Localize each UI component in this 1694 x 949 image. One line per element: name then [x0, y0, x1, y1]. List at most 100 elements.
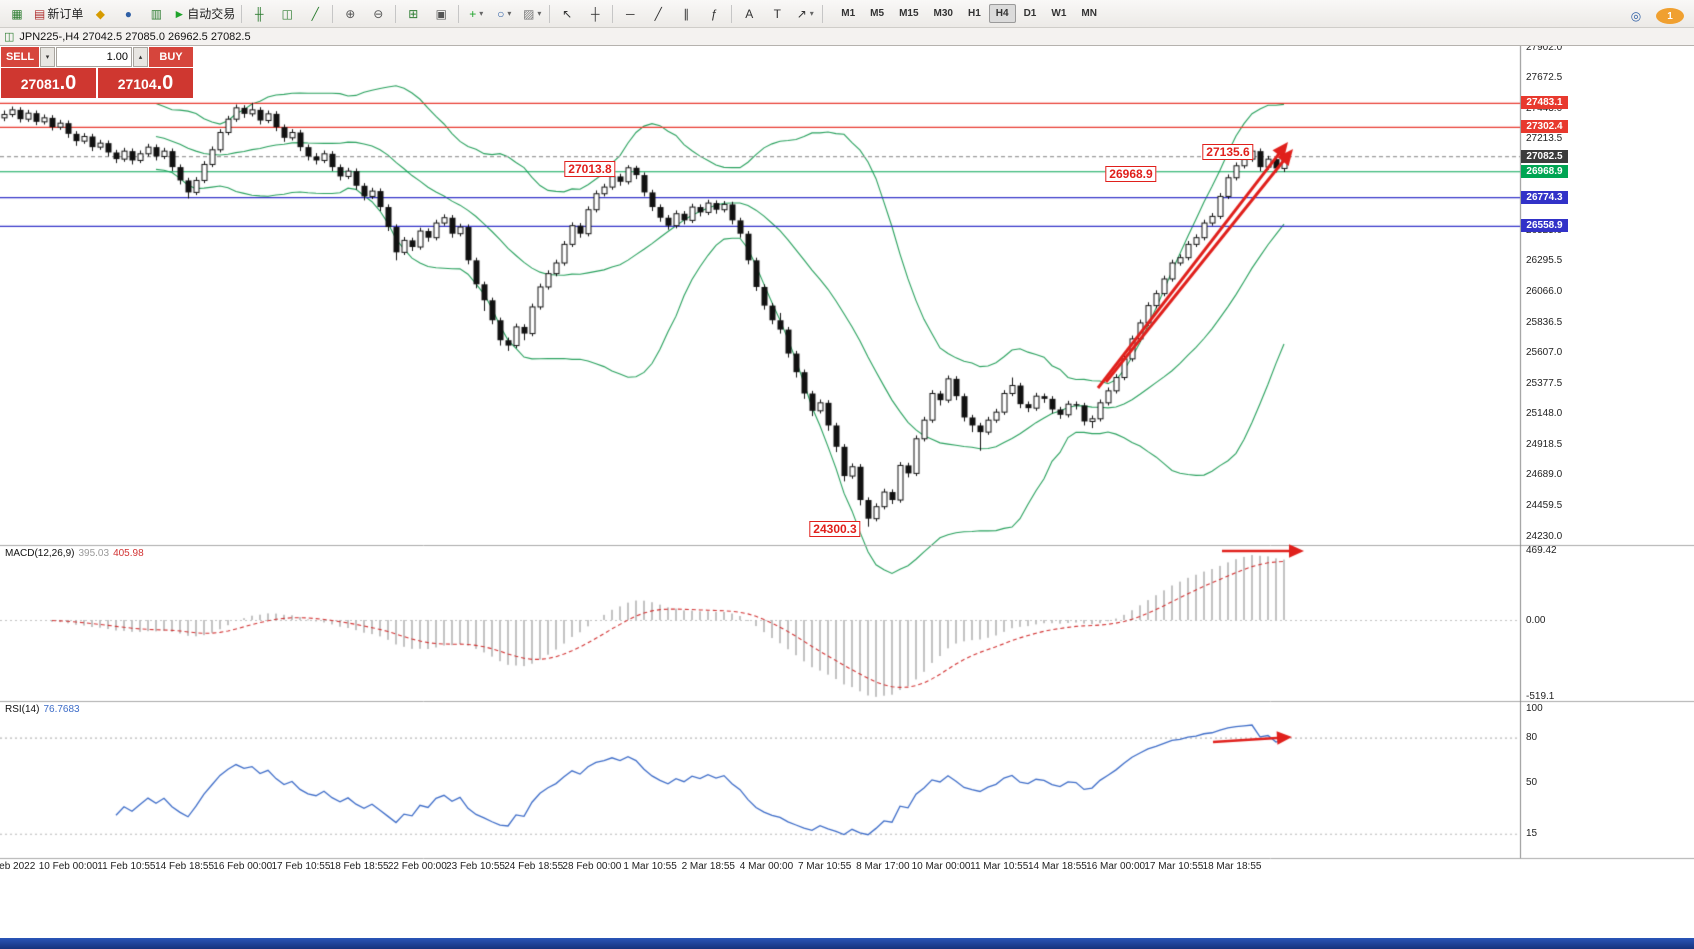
timeframe-m5[interactable]: M5 [870, 8, 885, 19]
timeframe-clock-icon-glyph: ○ [497, 6, 505, 21]
time-label: 14 Feb 18:55 [155, 861, 215, 872]
toolbar-buttons: ▦ ▤ 新订单 ◆ ● ▥ ► 自动交易 ╫ ◫ ╱ ⊕ ⊖ ⊞ ▣ + ▾ ○ ▾ ▨ ▾ ↖ ┼ ─ ╱ ∥ ƒ A T ↗ ▾ [3, 3, 826, 25]
tile-windows-icon[interactable]: ⊞ [399, 3, 427, 25]
notifications-badge[interactable]: 1 [1656, 8, 1684, 24]
indicator-list-icon[interactable]: ▣ [427, 3, 455, 25]
line-chart-icon-glyph: ╱ [311, 6, 319, 21]
channel-icon-glyph: ∥ [683, 6, 690, 21]
price-marker: 26774.3 [1521, 190, 1568, 204]
timeframe-h4[interactable]: H4 [988, 4, 1016, 23]
buy-price-frac: .0 [156, 72, 174, 94]
line-chart-icon[interactable]: ╱ [301, 3, 329, 25]
tile-windows-icon-glyph: ⊞ [408, 6, 419, 21]
toolbar-right: ◎ 1 [1622, 5, 1684, 27]
price-tick: 27672.5 [1526, 72, 1563, 84]
price-annotation[interactable]: 24300.3 [809, 521, 861, 537]
toolbar-separator [612, 4, 614, 23]
new-order-button[interactable]: ▤ 新订单 [31, 3, 86, 25]
autotrading-button-label: 自动交易 [187, 7, 236, 21]
timeframe-d1[interactable]: D1 [1023, 8, 1037, 19]
search-icon[interactable]: ◎ [1630, 9, 1642, 23]
toolbar-separator [241, 4, 243, 23]
rsi-indicator-label: RSI(14) 76.7683 [5, 704, 80, 715]
time-label: 4 Mar 00:00 [739, 861, 794, 872]
timeframe-h1[interactable]: H1 [967, 8, 981, 19]
main-toolbar: ▦ ▤ 新订单 ◆ ● ▥ ► 自动交易 ╫ ◫ ╱ ⊕ ⊖ ⊞ ▣ + ▾ ○ ▾ ▨ ▾ ↖ ┼ ─ ╱ ∥ ƒ A T ↗ ▾ M1 M… [0, 0, 1694, 28]
time-label: 17 Feb 10:55 [271, 861, 331, 872]
rsi-axis-label: 100 [1526, 702, 1543, 714]
rsi-value: 76.7683 [43, 704, 80, 715]
chart-window-icon[interactable]: ▦ [3, 3, 31, 25]
rsi-axis-label: 15 [1526, 828, 1538, 840]
candlestick-chart-icon-glyph: ◫ [281, 6, 293, 21]
price-tick: 25836.5 [1526, 316, 1563, 328]
time-label: 9 Feb 2022 [0, 861, 36, 872]
volume-increase-button[interactable]: ▴ [133, 47, 148, 67]
buy-price: 27104 [117, 76, 157, 92]
price-annotation[interactable]: 27135.6 [1202, 144, 1254, 160]
layouts-icon[interactable]: ◆ [86, 3, 114, 25]
price-tick: 25148.0 [1526, 408, 1563, 420]
toolbar-separator [549, 4, 551, 23]
timeframe-w1[interactable]: W1 [1051, 8, 1067, 19]
sell-button[interactable]: SELL [1, 47, 39, 67]
price-annotation[interactable]: 27013.8 [564, 161, 616, 177]
timeframe-m1[interactable]: M1 [841, 8, 856, 19]
zoom-out-icon[interactable]: ⊖ [364, 3, 392, 25]
macd-axis-label: 0.00 [1526, 614, 1546, 626]
zoom-out-icon-glyph: ⊖ [373, 6, 384, 21]
text-icon[interactable]: A [735, 3, 763, 25]
macd-axis-label: 469.42 [1526, 545, 1557, 557]
toolbar-separator [731, 4, 733, 23]
time-label: 10 Feb 00:00 [38, 861, 98, 872]
trendline-icon[interactable]: ╱ [644, 3, 672, 25]
volume-input[interactable] [56, 47, 132, 67]
macd-indicator-label: MACD(12,26,9) 395.03 405.98 [5, 548, 144, 559]
timeframe-m30[interactable]: M30 [933, 8, 953, 19]
label-icon[interactable]: T [763, 3, 791, 25]
volume-decrease-button[interactable]: ▾ [40, 47, 55, 67]
rsi-name: RSI(14) [5, 704, 40, 715]
price-tick: 27213.5 [1526, 133, 1563, 145]
time-label: 8 Mar 17:00 [856, 861, 910, 872]
zoom-in-icon[interactable]: ⊕ [336, 3, 364, 25]
add-indicator-icon[interactable]: + ▾ [462, 3, 490, 25]
profile-icon-glyph: ● [124, 6, 132, 21]
time-label: 10 Mar 00:00 [911, 861, 971, 872]
sell-price-frac: .0 [59, 72, 77, 94]
macd-main-value: 395.03 [78, 548, 110, 559]
cursor-icon[interactable]: ↖ [553, 3, 581, 25]
candlestick-chart-icon[interactable]: ◫ [273, 3, 301, 25]
time-label: 18 Mar 18:55 [1202, 861, 1262, 872]
profile-icon[interactable]: ● [114, 3, 142, 25]
price-tick: 27902.0 [1526, 41, 1563, 53]
dropdown-arrow-icon: ▾ [537, 9, 542, 18]
crosshair-icon[interactable]: ┼ [581, 3, 609, 25]
label-icon-glyph: T [773, 6, 781, 21]
sell-price-button[interactable]: 27081.0 [1, 68, 96, 98]
market-watch-icon[interactable]: ▥ [142, 3, 170, 25]
chart-window-icon-glyph: ▦ [11, 6, 23, 21]
macd-axis-label: -519.1 [1526, 690, 1555, 702]
template-icon-glyph: ▨ [523, 6, 535, 21]
buy-price-button[interactable]: 27104.0 [98, 68, 193, 98]
time-label: 11 Mar 10:55 [970, 861, 1029, 872]
timeframe-m15[interactable]: M15 [899, 8, 919, 19]
template-icon[interactable]: ▨ ▾ [518, 3, 546, 25]
price-marker: 26558.9 [1521, 219, 1568, 233]
channel-icon[interactable]: ∥ [672, 3, 700, 25]
fibonacci-icon[interactable]: ƒ [700, 3, 728, 25]
dropdown-arrow-icon: ▾ [809, 9, 814, 18]
fibonacci-icon-glyph: ƒ [710, 6, 718, 21]
price-annotation[interactable]: 26968.9 [1105, 166, 1157, 182]
cursor-icon-glyph: ↖ [562, 6, 573, 21]
timeframe-clock-icon[interactable]: ○ ▾ [490, 3, 518, 25]
timeframe-mn[interactable]: MN [1081, 8, 1097, 19]
hline-icon[interactable]: ─ [616, 3, 644, 25]
dropdown-arrow-icon: ▾ [507, 9, 512, 18]
bar-chart-icon[interactable]: ╫ [245, 3, 273, 25]
buy-button[interactable]: BUY [149, 47, 193, 67]
autotrading-button[interactable]: ► 自动交易 [170, 3, 238, 25]
arrows-icon[interactable]: ↗ ▾ [791, 3, 819, 25]
